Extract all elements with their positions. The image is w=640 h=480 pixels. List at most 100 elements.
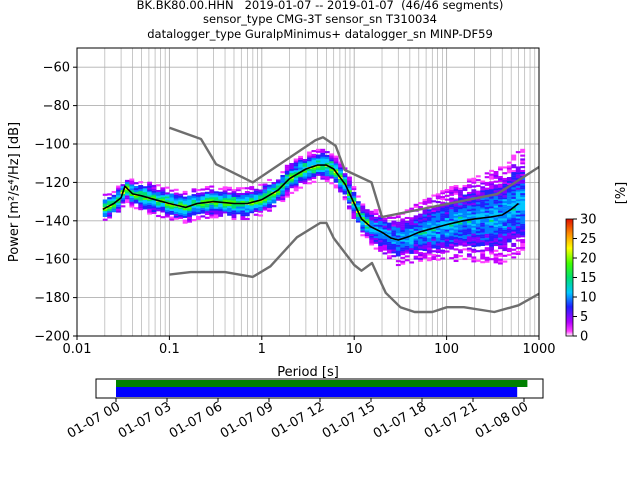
- heatmap-cell: [444, 189, 450, 192]
- heatmap-cell: [351, 197, 357, 200]
- heatmap-cell: [129, 197, 135, 200]
- heatmap-cell: [289, 178, 295, 181]
- heatmap-cell: [426, 201, 432, 204]
- heatmap-cell: [426, 226, 432, 229]
- heatmap-cell: [489, 210, 494, 213]
- heatmap-cell: [502, 189, 508, 192]
- coverage-bar-green: [116, 380, 528, 387]
- heatmap-cell: [280, 180, 286, 183]
- heatmap-cell: [142, 188, 148, 191]
- heatmap-cell: [360, 213, 366, 216]
- heatmap-cell: [333, 167, 339, 170]
- heatmap-cell: [391, 239, 397, 242]
- colorbar-label: [%]: [614, 182, 629, 205]
- heatmap-cell: [426, 241, 432, 244]
- heatmap-cell: [284, 189, 290, 192]
- heatmap-cell: [315, 156, 321, 159]
- heatmap-cell: [422, 200, 428, 203]
- heatmap-cell: [493, 220, 499, 224]
- heatmap-cell: [151, 211, 157, 214]
- heatmap-cell: [511, 216, 517, 219]
- heatmap-cell: [506, 253, 512, 256]
- heatmap-cell: [466, 222, 472, 225]
- heatmap-cell: [520, 246, 526, 249]
- heatmap-cell: [511, 221, 517, 224]
- heatmap-cell: [324, 172, 330, 175]
- chart-title-line-3: datalogger_type GuralpMinimus+ datalogge…: [147, 27, 493, 41]
- heatmap-cell: [471, 248, 477, 251]
- heatmap-cell: [458, 235, 463, 238]
- heatmap-cell: [506, 182, 512, 185]
- heatmap-cell: [413, 219, 419, 222]
- heatmap-cell: [142, 186, 148, 189]
- heatmap-cell: [493, 222, 499, 225]
- heatmap-cell: [435, 193, 441, 196]
- heatmap-cell: [449, 211, 455, 214]
- heatmap-cell: [449, 216, 455, 219]
- heatmap-cell: [404, 224, 410, 227]
- heatmap-cell: [484, 256, 490, 259]
- heatmap-cell: [404, 234, 410, 237]
- heatmap-cell: [511, 179, 517, 182]
- heatmap-cell: [267, 192, 272, 195]
- heatmap-cell: [515, 235, 521, 238]
- heatmap-cell: [515, 250, 521, 254]
- heatmap-cell: [160, 191, 166, 194]
- heatmap-cell: [351, 212, 357, 216]
- heatmap-cell: [315, 158, 321, 161]
- heatmap-cell: [435, 237, 441, 240]
- heatmap-cell: [506, 178, 512, 182]
- heatmap-cell: [440, 190, 446, 193]
- heatmap-cell: [453, 188, 459, 191]
- heatmap-cell: [209, 198, 215, 202]
- heatmap-cell: [489, 252, 494, 255]
- heatmap-cell: [520, 204, 526, 207]
- heatmap-cell: [511, 192, 517, 196]
- heatmap-cell: [440, 211, 446, 214]
- heatmap-cell: [387, 239, 392, 242]
- x-tick-label: 10: [346, 342, 363, 357]
- heatmap-cell: [138, 188, 144, 192]
- heatmap-cell: [333, 176, 339, 179]
- heatmap-cell: [222, 194, 228, 197]
- heatmap-cell: [102, 209, 108, 212]
- heatmap-cell: [191, 196, 197, 199]
- heatmap-cell: [502, 193, 508, 196]
- heatmap-cell: [493, 257, 499, 260]
- heatmap-cell: [409, 228, 415, 231]
- heatmap-cell: [413, 244, 419, 247]
- heatmap-cell: [355, 206, 361, 210]
- heatmap-cell: [480, 205, 486, 208]
- heatmap-cell: [515, 195, 521, 198]
- heatmap-cell: [164, 205, 170, 208]
- heatmap-cell: [169, 197, 175, 200]
- heatmap-cell: [369, 235, 375, 238]
- heatmap-cell: [293, 170, 299, 173]
- heatmap-cell: [373, 226, 379, 229]
- heatmap-cell: [462, 209, 468, 213]
- heatmap-cell: [431, 250, 437, 253]
- heatmap-cell: [511, 175, 517, 178]
- heatmap-cell: [240, 198, 246, 201]
- heatmap-cell: [102, 218, 108, 221]
- heatmap-cell: [209, 189, 215, 192]
- heatmap-cell: [324, 162, 330, 165]
- heatmap-cell: [484, 218, 490, 221]
- heatmap-cell: [493, 180, 499, 183]
- heatmap-cell: [484, 181, 490, 185]
- heatmap-cell: [511, 169, 517, 173]
- heatmap-cell: [444, 194, 450, 197]
- heatmap-cell: [506, 201, 512, 205]
- heatmap-cell: [426, 199, 432, 202]
- heatmap-cell: [400, 218, 406, 221]
- heatmap-cell: [449, 189, 455, 193]
- heatmap-cell: [520, 206, 526, 209]
- heatmap-cell: [200, 196, 206, 199]
- heatmap-cell: [284, 164, 290, 167]
- heatmap-cell: [520, 150, 526, 153]
- heatmap-cell: [360, 228, 366, 231]
- heatmap-cell: [471, 185, 477, 188]
- heatmap-cell: [147, 193, 153, 196]
- heatmap-cell: [449, 197, 455, 200]
- heatmap-cell: [218, 203, 224, 206]
